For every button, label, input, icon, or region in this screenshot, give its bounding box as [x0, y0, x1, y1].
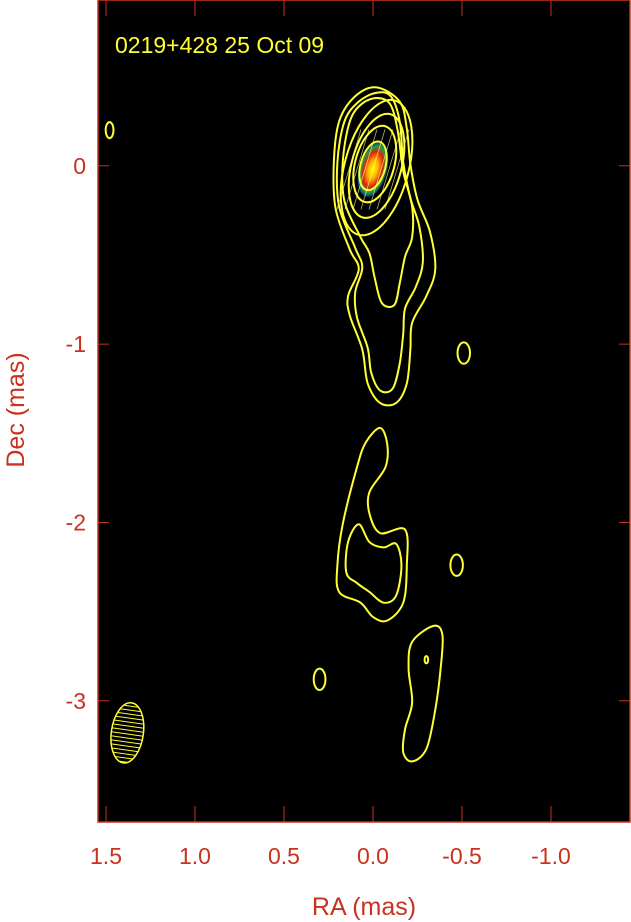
core-hatch-line — [352, 129, 378, 210]
plot-area — [97, 0, 631, 823]
x-tick-label: -1.0 — [531, 843, 571, 869]
contour-line — [344, 523, 403, 604]
chart-title: 0219+428 25 Oct 09 — [115, 32, 324, 58]
core-hatch-line — [376, 129, 402, 210]
x-tick-label: 0.5 — [268, 843, 300, 869]
y-tick-label: -1 — [66, 331, 86, 357]
core-hatch-line — [384, 129, 410, 210]
y-tick-label: -3 — [66, 688, 86, 714]
contour-line — [401, 624, 444, 763]
y-tick-label: 0 — [73, 153, 86, 179]
x-tick-label: -0.5 — [442, 843, 482, 869]
contour-line — [423, 655, 430, 665]
x-tick-label: 1.0 — [179, 843, 211, 869]
contour-line — [339, 98, 414, 237]
core-hatch-line — [336, 129, 362, 210]
beam-ellipse — [110, 701, 145, 764]
x-tick-label: 1.5 — [90, 843, 122, 869]
y-axis-label: Dec (mas) — [2, 352, 30, 467]
core-hatch-line — [360, 129, 386, 210]
contour-line — [312, 667, 327, 692]
core-hatch-line — [368, 129, 394, 210]
contour-line — [347, 112, 406, 219]
contour-line — [449, 553, 464, 577]
core-hatch-line — [344, 129, 370, 210]
contour-line — [456, 341, 471, 365]
y-tick-label: -2 — [66, 509, 86, 535]
contour-line — [104, 121, 115, 140]
x-axis-label: RA (mas) — [312, 893, 416, 921]
x-tick-label: 0.0 — [357, 843, 389, 869]
contour-line — [352, 124, 398, 204]
contour-line — [332, 86, 437, 407]
contour-line — [335, 426, 409, 623]
